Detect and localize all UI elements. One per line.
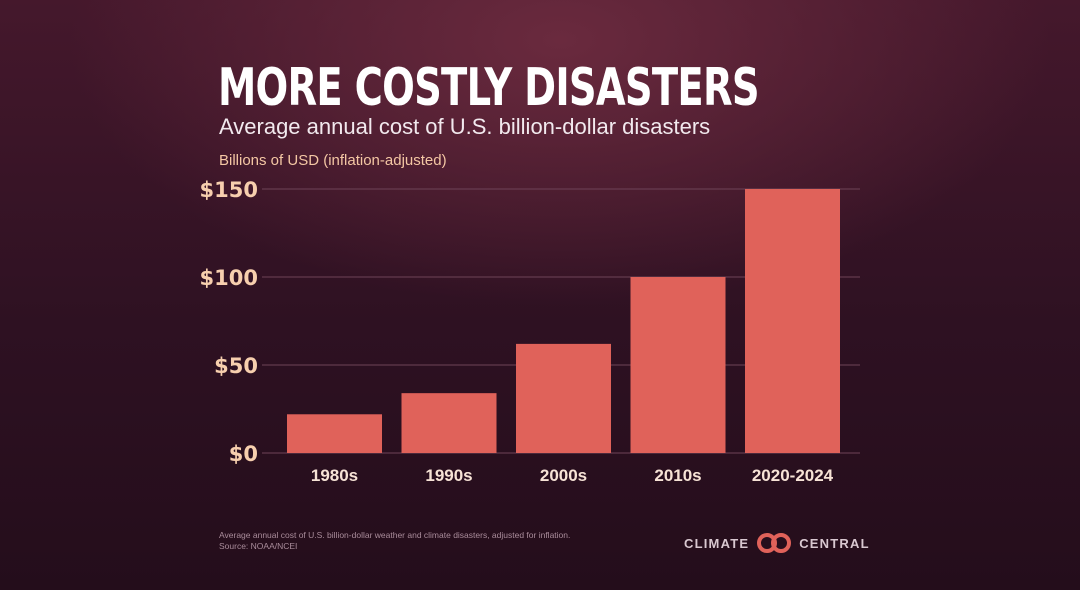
footnote: Average annual cost of U.S. billion-doll… bbox=[219, 530, 570, 552]
bar-1990s bbox=[401, 393, 497, 453]
bar-2020-2024 bbox=[745, 189, 840, 453]
y-tick-label-150: $150 bbox=[200, 178, 258, 202]
bar-2010s bbox=[630, 277, 726, 453]
y-tick-label-100: $100 bbox=[200, 266, 258, 290]
climate-central-rings-icon bbox=[757, 533, 792, 553]
bars bbox=[287, 189, 840, 453]
y-tick-label-50: $50 bbox=[214, 354, 258, 378]
logo-text-climate: CLIMATE bbox=[684, 535, 750, 551]
climate-central-logo: CLIMATE CENTRAL bbox=[684, 532, 870, 554]
x-tick-label-2010s: 2010s bbox=[654, 466, 701, 485]
bar-2000s bbox=[516, 343, 611, 453]
chart-subtitle: Average annual cost of U.S. billion-doll… bbox=[219, 114, 711, 139]
footnote-description: Average annual cost of U.S. billion-doll… bbox=[219, 530, 571, 540]
x-tick-label-1980s: 1980s bbox=[311, 466, 358, 485]
chart-title: MORE COSTLY DISASTERS bbox=[218, 58, 760, 118]
x-tick-label-2020-2024: 2020-2024 bbox=[752, 466, 834, 485]
y-axis-unit-label: Billions of USD (inflation-adjusted) bbox=[219, 152, 447, 169]
bar-1980s bbox=[287, 414, 382, 453]
x-tick-label-2000s: 2000s bbox=[540, 466, 587, 485]
y-axis-ticks: $0 $50 $100 $150 bbox=[200, 178, 258, 466]
y-tick-label-0: $0 bbox=[229, 442, 258, 466]
logo-text-central: CENTRAL bbox=[799, 535, 870, 551]
footnote-source: Source: NOAA/NCEI bbox=[219, 541, 298, 551]
x-axis-ticks: 1980s 1990s 2000s 2010s 2020-2024 bbox=[311, 466, 834, 485]
x-tick-label-1990s: 1990s bbox=[425, 466, 472, 485]
